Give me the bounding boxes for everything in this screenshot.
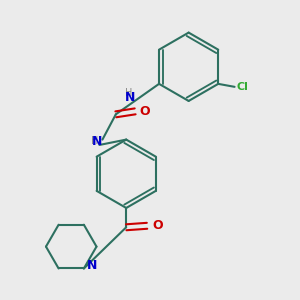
Text: O: O <box>140 105 150 118</box>
Text: N: N <box>87 259 97 272</box>
Text: H: H <box>91 136 98 146</box>
Text: N: N <box>125 91 135 104</box>
Text: Cl: Cl <box>236 82 248 92</box>
Text: H: H <box>125 88 132 98</box>
Text: O: O <box>152 219 163 232</box>
Text: N: N <box>92 135 102 148</box>
